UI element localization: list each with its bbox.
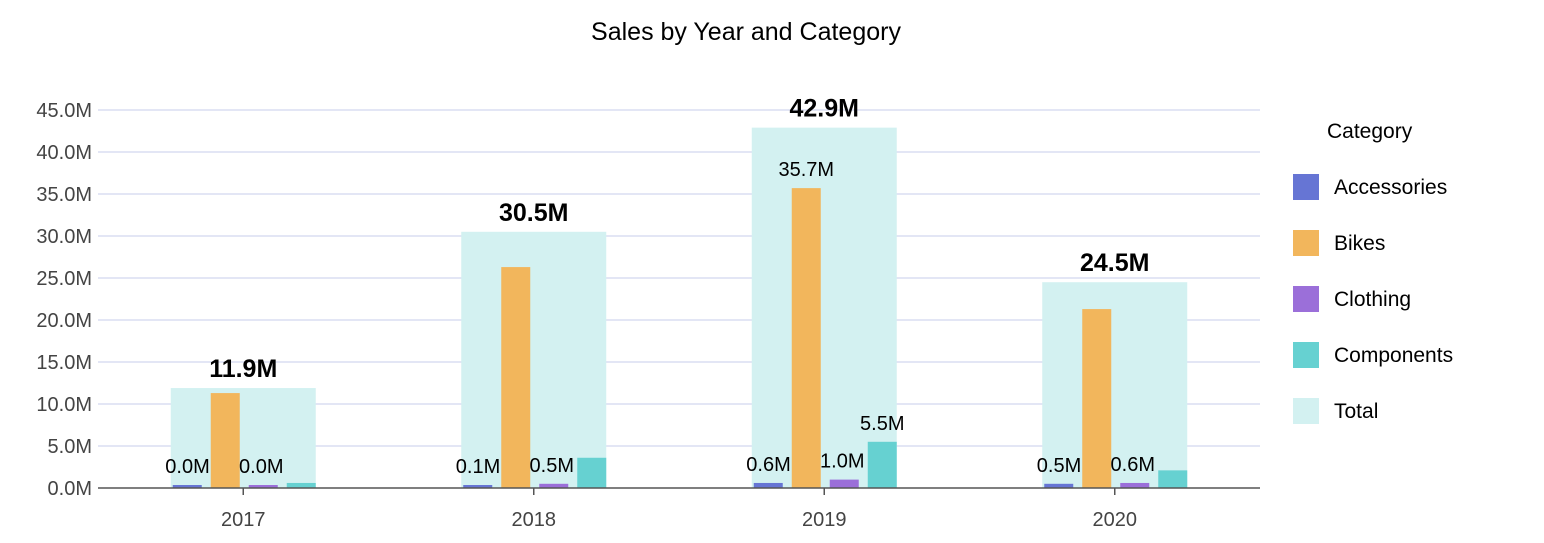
legend[interactable]: Category Accessories Bikes Clothing Compone…	[1293, 120, 1453, 424]
bar-clothing-2018	[539, 483, 569, 488]
bar-clothing-2020	[1120, 482, 1150, 488]
data-label-bikes: 35.7M	[778, 159, 834, 181]
y-tick-label: 40.0M	[36, 142, 92, 164]
bar-total-2017	[170, 388, 316, 488]
bar-bikes-2017	[210, 393, 240, 488]
legend-swatch-clothing	[1293, 286, 1319, 312]
data-label-clothing: 0.5M	[530, 455, 574, 477]
data-label-clothing: 1.0M	[820, 451, 864, 473]
legend-label-accessories: Accessories	[1334, 176, 1447, 199]
data-label-accessories: 0.1M	[456, 456, 500, 478]
bars	[170, 127, 1188, 489]
y-tick-label: 5.0M	[48, 436, 92, 458]
legend-swatch-bikes	[1293, 230, 1319, 256]
x-tick-label: 2019	[802, 509, 847, 531]
y-tick-label: 30.0M	[36, 226, 92, 248]
bar-components-2020	[1158, 470, 1188, 488]
bar-bikes-2018	[501, 267, 531, 488]
y-tick-label: 15.0M	[36, 352, 92, 374]
data-label-total: 11.9M	[209, 355, 277, 383]
y-tick-label: 10.0M	[36, 394, 92, 416]
y-axis: 0.0M 5.0M 10.0M 15.0M 20.0M 25.0M 30.0M 35.0M 40…	[36, 100, 92, 500]
y-tick-label: 0.0M	[48, 478, 92, 500]
legend-title: Category	[1327, 120, 1413, 143]
data-label-accessories: 0.0M	[165, 456, 209, 478]
chart-title: Sales by Year and Category	[591, 18, 901, 46]
bar-bikes-2019	[791, 188, 821, 488]
data-label-total: 30.5M	[499, 199, 568, 227]
x-axis: 2017 2018 2019 2020	[98, 487, 1260, 531]
legend-label-components: Components	[1334, 344, 1453, 367]
data-label-clothing: 0.6M	[1111, 454, 1155, 476]
legend-label-clothing: Clothing	[1334, 288, 1411, 311]
bar-accessories-2018	[463, 485, 493, 488]
x-tick-label: 2020	[1093, 509, 1138, 531]
data-label-total: 42.9M	[790, 95, 859, 123]
y-tick-label: 45.0M	[36, 100, 92, 122]
bar-clothing-2017	[248, 485, 278, 488]
bar-accessories-2019	[753, 482, 783, 488]
x-tick-label: 2017	[221, 509, 266, 531]
bar-total-2018	[461, 231, 607, 489]
data-label-clothing: 0.0M	[239, 456, 283, 478]
bar-bikes-2020	[1082, 309, 1112, 488]
y-tick-label: 35.0M	[36, 184, 92, 206]
bar-total-2020	[1042, 282, 1188, 488]
y-tick-label: 20.0M	[36, 310, 92, 332]
data-label-accessories: 0.6M	[746, 454, 790, 476]
bar-components-2019	[867, 441, 897, 488]
y-tick-label: 25.0M	[36, 268, 92, 290]
data-label-accessories: 0.5M	[1037, 455, 1081, 477]
bar-components-2018	[577, 457, 607, 488]
bar-clothing-2019	[829, 479, 859, 488]
data-label-total: 24.5M	[1080, 249, 1149, 277]
bar-accessories-2020	[1044, 483, 1074, 488]
legend-swatch-components	[1293, 342, 1319, 368]
data-label-components: 5.5M	[860, 413, 904, 435]
legend-label-bikes: Bikes	[1334, 232, 1385, 255]
bar-total-2019	[751, 127, 897, 488]
legend-swatch-total	[1293, 398, 1319, 424]
data-labels: 11.9M 0.0M 0.0M 30.5M 0.1M 0.5M 42.9M 0.6M 35.7M…	[165, 95, 1155, 478]
legend-label-total: Total	[1334, 400, 1378, 423]
bar-components-2017	[286, 482, 316, 488]
x-tick-label: 2018	[512, 509, 557, 531]
legend-swatch-accessories	[1293, 174, 1319, 200]
bar-accessories-2017	[172, 485, 202, 488]
